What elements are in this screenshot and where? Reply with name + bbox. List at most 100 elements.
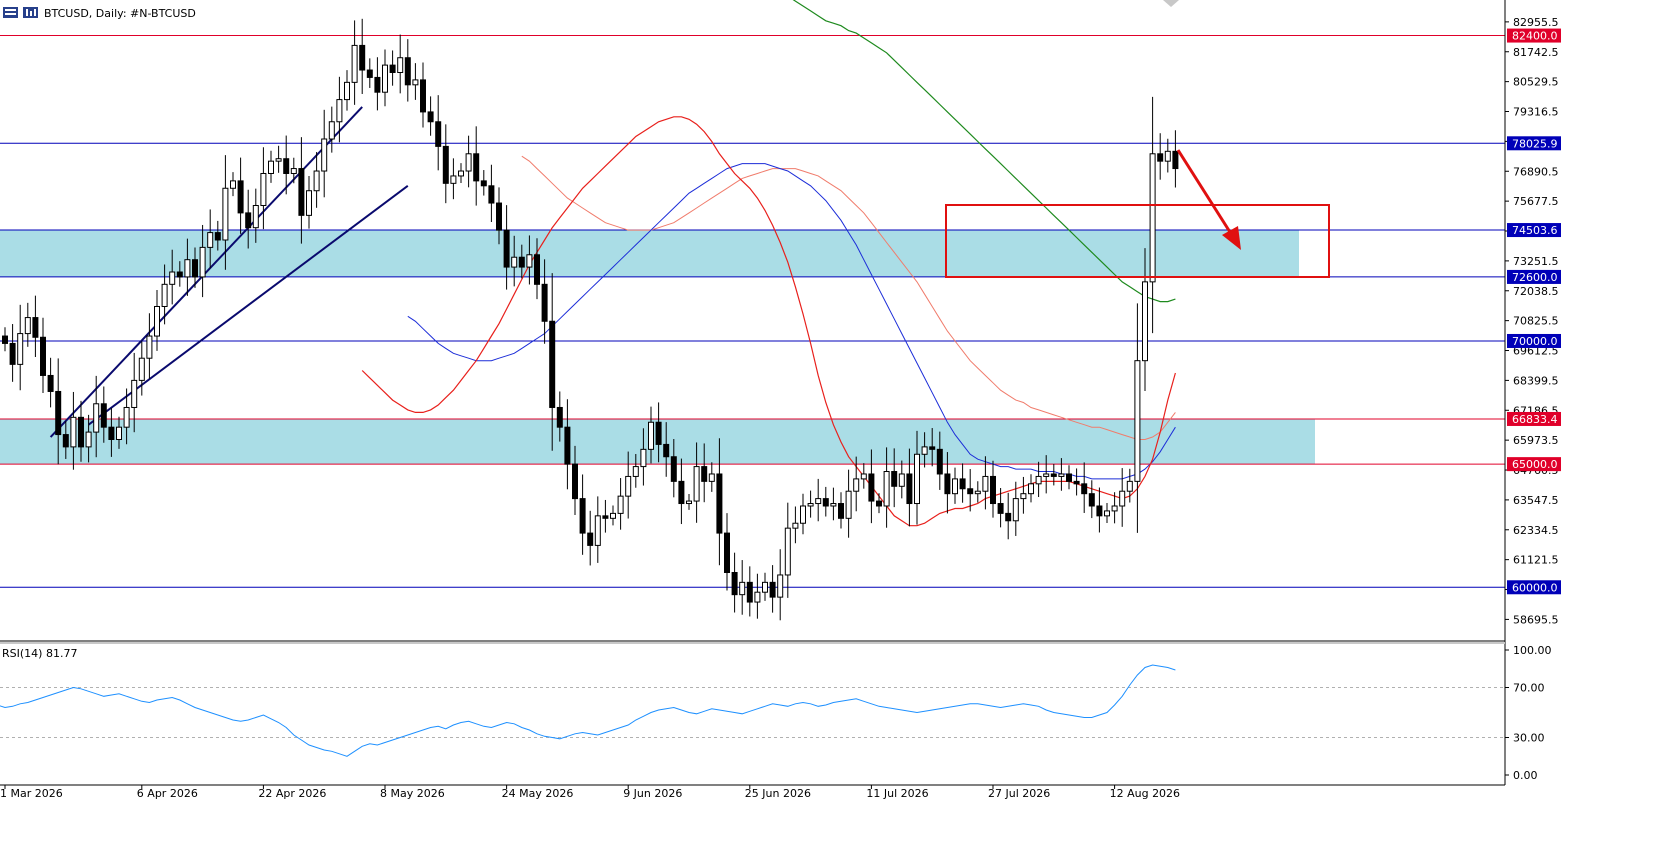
candle bbox=[1142, 248, 1148, 392]
candle bbox=[1134, 303, 1141, 533]
level-badge-label: 70000.0 bbox=[1512, 335, 1558, 348]
candle-body bbox=[579, 498, 586, 534]
candle bbox=[777, 549, 784, 621]
candle bbox=[1020, 476, 1027, 514]
price-tick-label: 81742.5 bbox=[1513, 46, 1559, 59]
candle-body bbox=[982, 475, 989, 492]
price-tick-label: 68399.5 bbox=[1513, 374, 1559, 387]
candle-body bbox=[670, 456, 677, 482]
ma-salmon-line bbox=[521, 155, 1176, 440]
time-tick-label: 12 Aug 2026 bbox=[1110, 787, 1180, 800]
level-badge-bg bbox=[1507, 223, 1561, 238]
candle bbox=[982, 456, 989, 510]
scroll-marker-icon[interactable] bbox=[1163, 0, 1179, 7]
candle bbox=[70, 391, 77, 470]
candle bbox=[1149, 96, 1156, 334]
candle bbox=[298, 137, 305, 244]
candle bbox=[541, 259, 548, 344]
level-badge-label: 78025.9 bbox=[1512, 137, 1558, 150]
candle bbox=[268, 150, 274, 183]
candle-body bbox=[1028, 483, 1034, 495]
candle-body bbox=[822, 498, 829, 507]
candle bbox=[526, 235, 533, 285]
candle-body bbox=[655, 421, 662, 445]
candle bbox=[55, 358, 62, 465]
candle bbox=[762, 572, 768, 601]
candle-body bbox=[290, 168, 297, 174]
candle bbox=[1005, 492, 1012, 540]
candle-body bbox=[78, 416, 84, 448]
candle bbox=[1157, 133, 1164, 180]
candle-body bbox=[85, 431, 92, 448]
candle bbox=[131, 352, 138, 433]
annotation bbox=[945, 149, 1330, 278]
candle bbox=[670, 439, 677, 498]
candle-body bbox=[1035, 475, 1042, 485]
candle-body bbox=[929, 446, 936, 450]
candle-body bbox=[587, 532, 594, 546]
candle-body bbox=[245, 212, 252, 229]
candle-body bbox=[116, 426, 122, 440]
candle-body bbox=[974, 490, 981, 495]
rsi-pane: RSI(14) 81.77 bbox=[0, 647, 1505, 757]
highlight-box bbox=[945, 204, 1330, 278]
candle-body bbox=[1058, 473, 1065, 477]
candle bbox=[587, 510, 594, 566]
candle-body bbox=[845, 490, 852, 519]
candle bbox=[883, 447, 890, 528]
candle bbox=[876, 493, 882, 514]
candle-body bbox=[427, 111, 434, 123]
candle bbox=[214, 220, 221, 251]
candle-body bbox=[298, 168, 305, 216]
candle-body bbox=[610, 512, 616, 519]
candle bbox=[640, 428, 647, 486]
candle-body bbox=[800, 505, 806, 524]
candle bbox=[306, 175, 312, 229]
candle-body bbox=[1096, 505, 1103, 517]
candle-body bbox=[807, 503, 814, 507]
candle bbox=[100, 386, 107, 443]
candle-body bbox=[214, 232, 221, 241]
candle bbox=[503, 205, 510, 290]
candle bbox=[252, 188, 259, 243]
candle-body bbox=[207, 232, 214, 248]
candle-body bbox=[306, 190, 312, 216]
candle bbox=[952, 467, 958, 504]
candle bbox=[404, 39, 411, 102]
candle-body bbox=[93, 403, 100, 433]
candle-body bbox=[321, 138, 328, 172]
candle-body bbox=[724, 532, 730, 573]
rsi-tick-label: 30.00 bbox=[1513, 732, 1545, 745]
candle bbox=[868, 449, 875, 524]
candle-body bbox=[876, 500, 882, 507]
candle-body bbox=[473, 153, 480, 182]
time-tick-label: 27 Jul 2026 bbox=[988, 787, 1050, 800]
candle bbox=[374, 57, 381, 111]
candle-body bbox=[313, 170, 320, 192]
candle bbox=[458, 163, 464, 184]
menu-icon[interactable] bbox=[3, 7, 18, 18]
candle bbox=[1096, 487, 1103, 533]
candle bbox=[549, 273, 556, 451]
candle bbox=[184, 238, 191, 296]
candle-body bbox=[678, 480, 685, 505]
candle bbox=[800, 493, 806, 535]
price-tick-label: 63547.5 bbox=[1513, 494, 1559, 507]
price-tick-label: 62334.5 bbox=[1513, 524, 1559, 537]
candle-body bbox=[496, 202, 502, 231]
rsi-tick-label: 0.00 bbox=[1513, 769, 1538, 782]
candle bbox=[572, 445, 578, 516]
candle-body bbox=[564, 426, 571, 465]
candle bbox=[24, 302, 31, 347]
level-badge: 70000.0 bbox=[1507, 333, 1561, 348]
candle-body bbox=[351, 44, 358, 83]
level-badge-label: 66833.4 bbox=[1512, 413, 1558, 426]
price-axis: 82955.581742.580529.579316.578103.576890… bbox=[1505, 16, 1559, 626]
candle-body bbox=[47, 374, 54, 392]
candle bbox=[123, 388, 130, 445]
candle-body bbox=[944, 473, 951, 495]
level-badge-bg bbox=[1507, 136, 1561, 151]
candle bbox=[321, 109, 328, 198]
level-badge-label: 82400.0 bbox=[1512, 30, 1558, 43]
candle-body bbox=[397, 57, 404, 74]
